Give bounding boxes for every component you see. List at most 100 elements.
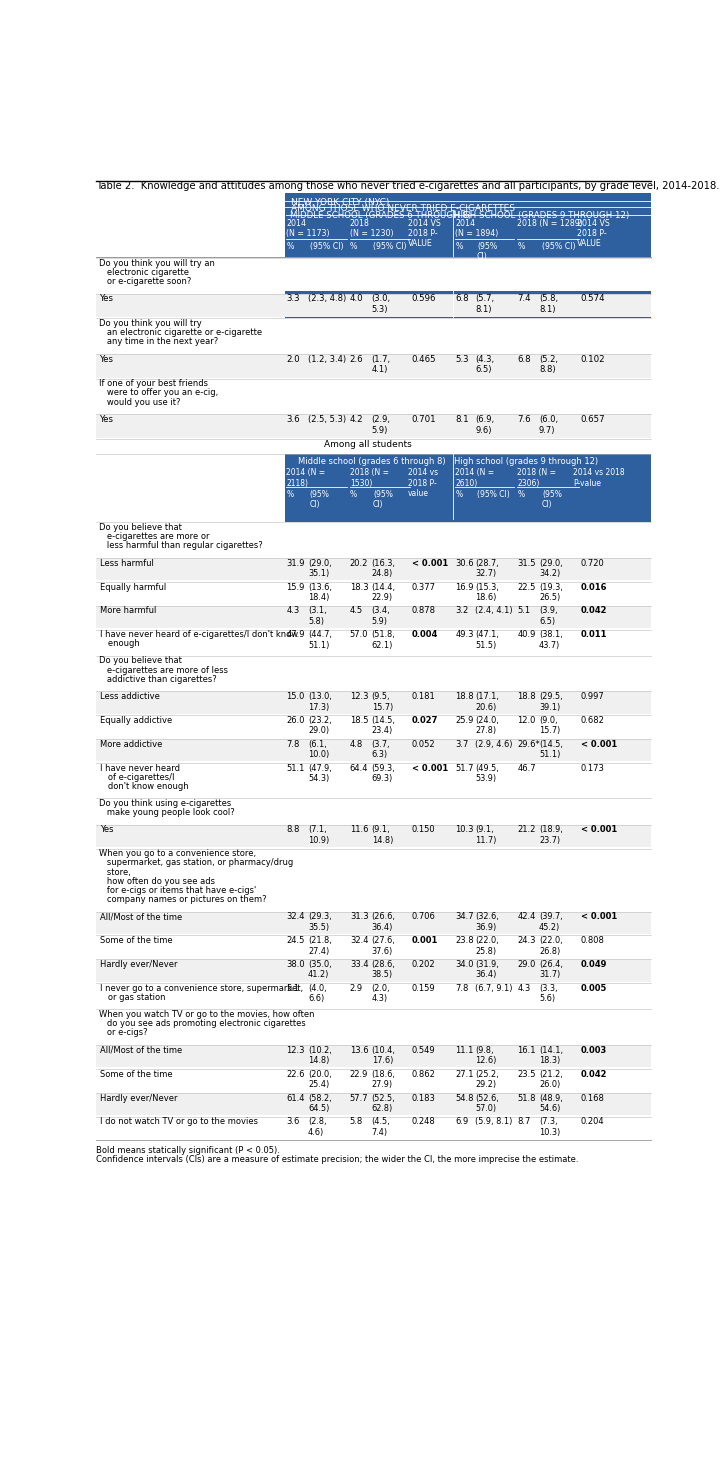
Text: (2.8,
4.6): (2.8, 4.6) (308, 1118, 327, 1137)
Text: (10.4,
17.6): (10.4, 17.6) (371, 1046, 395, 1065)
Text: 4.2: 4.2 (350, 416, 363, 425)
Text: would you use it?: would you use it? (99, 398, 181, 407)
Bar (96, 558, 652, 580)
Text: 3.2: 3.2 (455, 607, 469, 616)
Text: electronic cigarette: electronic cigarette (99, 267, 189, 276)
Text: (15.3,
18.6): (15.3, 18.6) (475, 583, 499, 602)
Text: (9.0,
15.7): (9.0, 15.7) (539, 715, 561, 736)
Text: %: % (350, 489, 357, 499)
Text: 11.1: 11.1 (455, 1046, 474, 1055)
Text: 5.1: 5.1 (286, 984, 299, 993)
Text: When you watch TV or go to the movies, how often: When you watch TV or go to the movies, h… (99, 1011, 314, 1019)
Text: (52.6,
57.0): (52.6, 57.0) (475, 1093, 499, 1114)
Bar (96, 630, 652, 654)
Text: 5.1: 5.1 (518, 607, 531, 616)
Bar (96, 521, 652, 555)
Text: supermarket, gas station, or pharmacy/drug: supermarket, gas station, or pharmacy/dr… (99, 858, 293, 867)
Text: (6.0,
9.7): (6.0, 9.7) (539, 416, 558, 435)
Text: addictive than cigarettes?: addictive than cigarettes? (99, 674, 216, 683)
Text: 51.8: 51.8 (518, 1093, 536, 1103)
Text: 0.248: 0.248 (412, 1118, 435, 1127)
Text: (26.6,
36.4): (26.6, 36.4) (371, 912, 395, 931)
Text: (29.5,
39.1): (29.5, 39.1) (539, 692, 563, 711)
Text: (19.3,
26.5): (19.3, 26.5) (539, 583, 563, 602)
Text: (18.6,
27.9): (18.6, 27.9) (371, 1069, 395, 1089)
Text: (49.5,
53.9): (49.5, 53.9) (475, 764, 499, 783)
Text: (5.9, 8.1): (5.9, 8.1) (475, 1118, 513, 1127)
Text: (5.2,
8.8): (5.2, 8.8) (539, 355, 558, 375)
Text: 0.465: 0.465 (412, 355, 437, 364)
Text: (9.5,
15.7): (9.5, 15.7) (371, 692, 393, 711)
Text: (25.2,
29.2): (25.2, 29.2) (475, 1069, 499, 1089)
Text: 57.0: 57.0 (350, 630, 368, 639)
Text: 51.1: 51.1 (286, 764, 305, 773)
Text: 0.042: 0.042 (581, 607, 607, 616)
Text: enough: enough (100, 639, 140, 648)
Text: 40.9: 40.9 (518, 630, 536, 639)
Text: All/Most of the time: All/Most of the time (100, 1046, 183, 1055)
Text: 31.5: 31.5 (518, 558, 536, 567)
Text: 0.102: 0.102 (581, 355, 606, 364)
Text: 0.168: 0.168 (581, 1093, 605, 1103)
Text: (44.7,
51.1): (44.7, 51.1) (308, 630, 332, 649)
Text: Less addictive: Less addictive (100, 692, 160, 701)
Text: 27.1: 27.1 (455, 1069, 474, 1078)
Text: 0.003: 0.003 (581, 1046, 607, 1055)
Text: 2018 (N =
2306): 2018 (N = 2306) (518, 469, 556, 488)
Text: 2014
(N = 1173): 2014 (N = 1173) (286, 219, 330, 238)
Text: 0.183: 0.183 (412, 1093, 436, 1103)
Text: 12.0: 12.0 (518, 715, 536, 726)
Text: (2.9, 4.6): (2.9, 4.6) (475, 740, 513, 749)
Text: 8.7: 8.7 (518, 1118, 531, 1127)
Text: 0.049: 0.049 (581, 961, 607, 970)
Text: %: % (518, 242, 525, 251)
Text: (1.2, 3.4): (1.2, 3.4) (308, 355, 346, 364)
Text: or gas station: or gas station (100, 993, 166, 1002)
Bar (96, 439, 652, 454)
Text: Some of the time: Some of the time (100, 936, 173, 945)
Text: 2.0: 2.0 (286, 355, 300, 364)
Text: 0.808: 0.808 (581, 936, 605, 945)
Text: More harmful: More harmful (100, 607, 157, 616)
Text: 2.9: 2.9 (350, 984, 363, 993)
Text: 22.5: 22.5 (518, 583, 536, 592)
Text: Do you believe that: Do you believe that (99, 657, 181, 665)
Text: (95% CI): (95% CI) (477, 489, 510, 499)
Text: (35.0,
41.2): (35.0, 41.2) (308, 961, 332, 980)
Bar (96, 582, 652, 604)
Text: 18.5: 18.5 (350, 715, 368, 726)
Text: 2014 vs
2018 P-
value: 2014 vs 2018 P- value (408, 469, 438, 498)
Text: 12.3: 12.3 (286, 1046, 305, 1055)
Text: or e-cigs?: or e-cigs? (99, 1028, 147, 1037)
Text: 0.701: 0.701 (412, 416, 437, 425)
Text: I do not watch TV or go to the movies: I do not watch TV or go to the movies (100, 1118, 258, 1127)
Text: 0.202: 0.202 (412, 961, 435, 970)
Text: 2014 vs 2018
P-value: 2014 vs 2018 P-value (573, 469, 625, 488)
Text: (10.2,
14.8): (10.2, 14.8) (308, 1046, 332, 1065)
Text: 3.6: 3.6 (286, 416, 300, 425)
Text: 0.052: 0.052 (412, 740, 435, 749)
Text: 31.3: 31.3 (350, 912, 368, 921)
Text: (3.9,
6.5): (3.9, 6.5) (539, 607, 558, 626)
Text: (1.7,
4.1): (1.7, 4.1) (371, 355, 391, 375)
Text: (5.7,
8.1): (5.7, 8.1) (475, 294, 494, 314)
Text: 15.9: 15.9 (286, 583, 305, 592)
Text: Equally addictive: Equally addictive (100, 715, 173, 726)
Text: don't know enough: don't know enough (100, 782, 189, 790)
Text: %: % (518, 489, 524, 499)
Text: (22.0,
25.8): (22.0, 25.8) (475, 936, 499, 956)
Text: 33.4: 33.4 (350, 961, 368, 970)
Text: 11.6: 11.6 (350, 826, 368, 834)
Text: were to offer you an e-cig,: were to offer you an e-cig, (99, 388, 218, 398)
Text: (4.3,
6.5): (4.3, 6.5) (475, 355, 494, 375)
Bar (96, 983, 652, 1008)
Text: 0.862: 0.862 (412, 1069, 436, 1078)
Text: 4.3: 4.3 (518, 984, 531, 993)
Text: (2.3, 4.8): (2.3, 4.8) (308, 294, 347, 304)
Text: 22.6: 22.6 (286, 1069, 305, 1078)
Text: 2018 (N =
1530): 2018 (N = 1530) (350, 469, 389, 488)
Text: < 0.001: < 0.001 (581, 912, 617, 921)
Bar (96, 655, 652, 689)
Text: Equally harmful: Equally harmful (100, 583, 167, 592)
Text: When you go to a convenience store,: When you go to a convenience store, (99, 849, 256, 858)
